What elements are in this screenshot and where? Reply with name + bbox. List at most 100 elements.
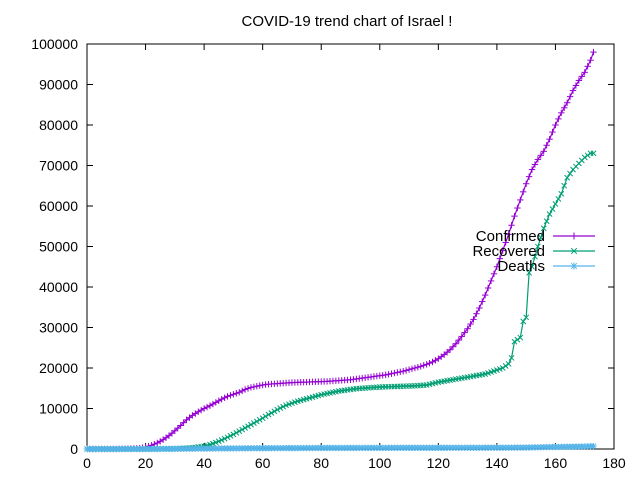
data-point <box>546 211 553 218</box>
data-point <box>555 115 562 123</box>
data-point <box>455 336 463 344</box>
data-point <box>584 63 591 70</box>
data-point <box>546 135 553 143</box>
data-point <box>244 385 252 392</box>
data-point <box>561 182 568 189</box>
data-point <box>180 419 187 426</box>
y-tick-label: 20000 <box>39 360 78 376</box>
data-point <box>221 394 228 401</box>
data-point <box>570 247 578 255</box>
data-point <box>197 406 205 414</box>
data-point <box>517 334 524 341</box>
data-point <box>590 48 597 56</box>
data-point <box>487 277 495 285</box>
data-point <box>578 73 585 80</box>
data-point <box>514 336 521 343</box>
data-point <box>467 320 474 328</box>
data-point <box>239 426 246 433</box>
series-line-recovered <box>87 152 594 450</box>
data-point <box>458 333 465 340</box>
chart-title: COVID-19 trend chart of Israel ! <box>242 13 453 30</box>
data-point <box>479 298 486 305</box>
data-point <box>426 359 433 367</box>
data-point <box>256 382 263 389</box>
data-point <box>245 423 251 430</box>
data-point <box>221 435 228 442</box>
data-point <box>280 403 287 410</box>
data-point <box>250 383 258 391</box>
x-tick-label: 140 <box>485 455 509 471</box>
data-point <box>490 270 498 278</box>
data-point <box>493 263 501 270</box>
data-point <box>277 405 284 412</box>
data-point <box>502 363 509 369</box>
data-point <box>470 316 477 323</box>
y-tick-label: 40000 <box>39 279 78 295</box>
data-point <box>417 363 424 370</box>
data-point <box>241 386 249 393</box>
data-point <box>215 397 222 405</box>
data-point <box>499 365 506 371</box>
data-point <box>247 384 255 391</box>
data-point <box>520 188 527 196</box>
data-point <box>391 369 398 377</box>
data-point <box>256 416 263 423</box>
data-point <box>552 121 559 129</box>
data-point <box>408 365 416 373</box>
data-point <box>567 170 573 177</box>
data-point <box>505 361 512 367</box>
data-point <box>528 166 536 173</box>
y-tick-label: 0 <box>70 441 78 457</box>
data-point <box>484 284 492 292</box>
data-point <box>449 343 457 350</box>
x-tick-label: 0 <box>83 455 91 471</box>
series-deaths <box>83 442 597 453</box>
y-tick-label: 10000 <box>39 401 78 417</box>
data-point <box>397 368 404 376</box>
data-point <box>564 174 571 181</box>
data-point <box>248 421 254 428</box>
data-point <box>526 269 533 276</box>
data-point <box>209 400 217 408</box>
data-point <box>414 363 422 371</box>
legend-item-recovered: Recovered <box>472 243 595 260</box>
data-point <box>206 402 214 409</box>
data-point <box>242 425 249 431</box>
data-point <box>532 253 538 260</box>
x-tick-label: 20 <box>138 455 154 471</box>
data-point <box>496 255 504 262</box>
data-point <box>452 340 460 347</box>
data-point <box>514 204 521 212</box>
axes: 0 20 40 60 80 100 120 140 160 180 0 10000 20000 30000… <box>31 36 626 471</box>
series-layer <box>83 48 597 453</box>
data-point <box>156 438 164 445</box>
legend-item-confirmed: Confirmed <box>476 228 595 245</box>
x-tick-label: 40 <box>196 455 212 471</box>
x-tick-label: 80 <box>313 455 329 471</box>
data-point <box>385 371 392 378</box>
y-tick-label: 90000 <box>39 77 78 93</box>
data-point <box>420 362 427 369</box>
data-point <box>464 325 471 332</box>
x-tick-label: 100 <box>368 455 392 471</box>
data-point <box>388 370 395 377</box>
data-point <box>543 218 550 225</box>
data-point <box>212 399 220 406</box>
data-point <box>584 152 591 159</box>
data-point <box>446 346 454 353</box>
data-point <box>508 354 515 361</box>
data-point <box>154 439 161 447</box>
legend-label: Recovered <box>472 243 545 260</box>
data-point <box>499 247 506 254</box>
data-point <box>531 161 539 168</box>
x-tick-label: 180 <box>602 455 626 471</box>
legend-label: Deaths <box>497 258 545 275</box>
data-point <box>230 391 237 398</box>
data-point <box>271 408 278 415</box>
data-point <box>177 422 184 429</box>
y-tick-label: 80000 <box>39 117 78 133</box>
data-point <box>461 329 468 336</box>
data-point <box>400 368 407 375</box>
data-point <box>570 262 578 270</box>
